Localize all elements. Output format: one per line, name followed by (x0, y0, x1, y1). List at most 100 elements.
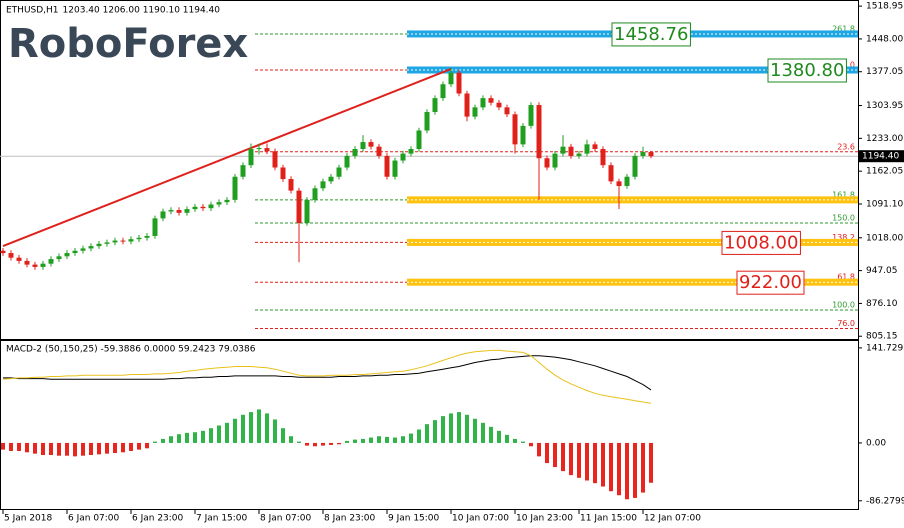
candle-body (544, 158, 550, 168)
candle-body (448, 72, 454, 85)
x-tick-label: 5 Jan 2018 (4, 514, 52, 524)
histogram-bar (265, 413, 269, 443)
indicator-title: MACD-2 (50,150,25) -59.3886 0.0000 59.24… (6, 345, 256, 355)
histogram-bar (153, 441, 157, 443)
candle-body (624, 176, 630, 186)
histogram-bar (561, 442, 565, 472)
histogram-bar (337, 442, 341, 445)
x-tick-label: 6 Jan 07:00 (68, 514, 120, 524)
histogram-bar (497, 430, 501, 443)
candle-body (64, 253, 70, 257)
candle-body (560, 146, 566, 154)
histogram-bar (65, 442, 69, 456)
candle-body (120, 240, 126, 242)
candle-body (248, 148, 254, 166)
x-tick-label: 8 Jan 23:00 (324, 514, 376, 524)
histogram-bar (481, 422, 485, 443)
candle-body (592, 144, 598, 149)
candle-body (512, 114, 518, 145)
candle-body (608, 165, 614, 182)
y-tick-label: 1303.95 (866, 101, 903, 111)
histogram-bar (601, 442, 605, 487)
histogram-bar (417, 429, 421, 443)
x-tick-label: 7 Jan 15:00 (196, 514, 248, 524)
candle-body (200, 206, 206, 209)
histogram-bar (9, 442, 13, 451)
candle-body (536, 105, 542, 159)
candle-body (432, 98, 438, 112)
y-tick-label: 876.10 (866, 299, 898, 309)
candle-body (272, 151, 278, 168)
histogram-bar (233, 418, 237, 443)
candle-body (168, 210, 174, 212)
fib-level-label: 76.0 (837, 319, 855, 328)
candle-body (216, 202, 222, 205)
histogram-bar (241, 414, 245, 443)
candle-body (48, 259, 54, 264)
histogram-bar (193, 432, 197, 443)
histogram-bar (457, 412, 461, 443)
histogram-bar (25, 442, 29, 453)
last-price-label: 1194.40 (862, 152, 899, 162)
histogram-bar (1, 442, 5, 450)
y-tick-label: 1448.00 (866, 34, 903, 44)
chart-title: ETHUSD,H1 (6, 6, 59, 16)
histogram-bar (433, 420, 437, 443)
candle-body (232, 176, 238, 200)
y-tick-label: 0.00 (866, 438, 886, 448)
candle-body (112, 240, 118, 243)
zone-label: 922.00 (739, 272, 802, 293)
candle-body (552, 153, 558, 168)
zone-label: 1458.76 (614, 24, 688, 45)
histogram-bar (201, 430, 205, 443)
histogram-bar (569, 442, 573, 476)
candle-body (576, 153, 582, 156)
candle-body (384, 155, 390, 177)
candle-body (8, 253, 14, 258)
histogram-bar (473, 418, 477, 443)
x-tick-label: 12 Jan 07:00 (644, 514, 701, 524)
trendline (2, 68, 452, 248)
last-price-box (859, 150, 904, 163)
candle-body (208, 204, 214, 209)
watermark: RoboForex (8, 21, 248, 67)
y-tick-label: 141.7292 (866, 343, 904, 353)
histogram-bar (353, 439, 357, 443)
x-tick-label: 10 Jan 23:00 (516, 514, 573, 524)
candle-body (568, 146, 574, 156)
x-tick-label: 11 Jan 15:00 (580, 514, 637, 524)
histogram-bar (57, 442, 61, 456)
histogram-bar (641, 442, 645, 493)
candle-body (528, 105, 534, 126)
fib-level-label: 150.0 (832, 213, 855, 222)
histogram-bar (161, 438, 165, 443)
candle-body (80, 248, 86, 251)
candle-body (520, 125, 526, 145)
histogram-bar (281, 428, 285, 443)
candle-body (24, 260, 30, 265)
histogram-bar (297, 441, 301, 443)
histogram-bar (489, 426, 493, 443)
y-tick-label: 1377.05 (866, 67, 903, 77)
histogram-bar (449, 413, 453, 443)
histogram-bar (401, 436, 405, 443)
histogram-bar (425, 424, 429, 443)
zone-label: 1008.00 (724, 232, 798, 253)
histogram-bar (593, 442, 597, 484)
histogram-bar (289, 436, 293, 443)
candle-body (392, 160, 398, 177)
fib-level-label: 23.6 (837, 142, 855, 151)
histogram-bar (257, 409, 261, 443)
candle-body (0, 250, 6, 254)
candle-body (584, 144, 590, 154)
zone-label-box (767, 58, 847, 83)
histogram-bar (513, 438, 517, 443)
candle-body (264, 148, 270, 152)
histogram-bar (121, 442, 125, 453)
zone-label: 1380.80 (770, 60, 844, 81)
fib-level-label: 61.8 (837, 273, 855, 282)
candle-body (400, 153, 406, 161)
y-tick-label: -86.2799 (866, 496, 904, 506)
histogram-bar (33, 442, 37, 454)
